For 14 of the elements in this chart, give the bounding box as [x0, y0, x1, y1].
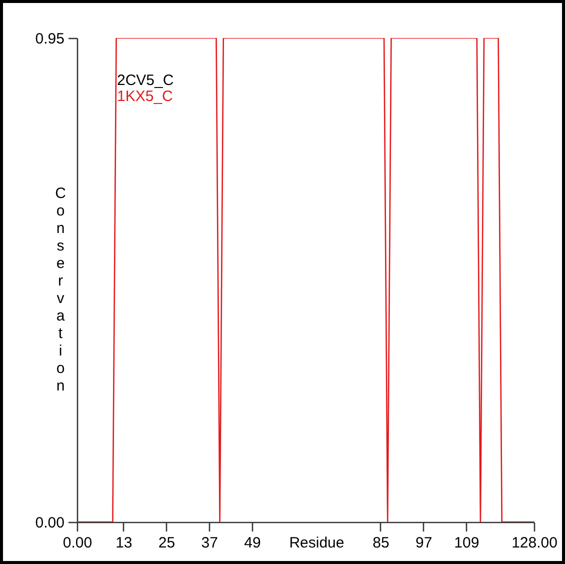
x-tick-label: 97: [415, 534, 432, 552]
x-tick-label: 128.00: [512, 534, 558, 552]
legend-label: 2CV5_C: [117, 72, 174, 89]
x-tick-label: 109: [454, 534, 480, 552]
x-tick-label: 13: [116, 534, 132, 552]
x-tick-label: 85: [372, 534, 390, 552]
x-tick-label: 25: [158, 534, 176, 552]
x-axis-title: Residue: [289, 534, 344, 552]
y-axis-title: Conservation: [52, 185, 69, 395]
x-tick-label: 49: [244, 534, 261, 552]
x-tick-label: 37: [201, 534, 218, 552]
y-tick-label: 0.95: [35, 30, 64, 48]
series-label: 1KX5_C: [117, 88, 174, 105]
x-tick-label: 0.00: [62, 534, 92, 552]
